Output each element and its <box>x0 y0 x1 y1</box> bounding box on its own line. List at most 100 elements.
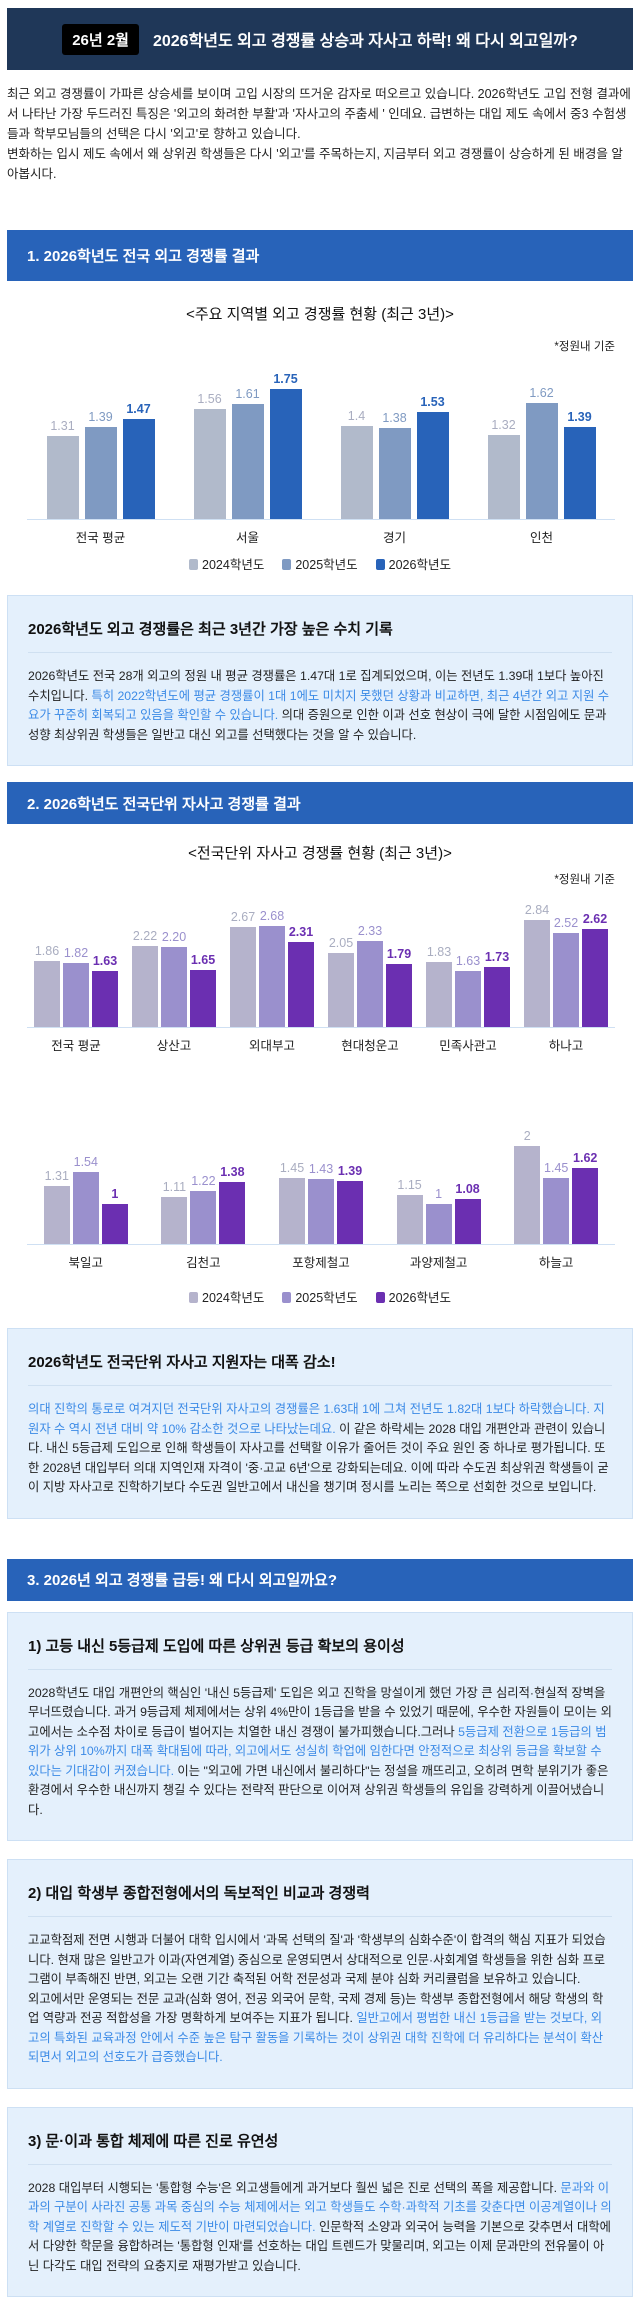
box-title: 2) 대입 학생부 종합전형에서의 독보적인 비교과 경쟁력 <box>28 1860 612 1917</box>
legend-swatch <box>189 559 199 570</box>
bar <box>46 435 79 519</box>
bar <box>259 926 285 1027</box>
chart-title: <주요 지역별 외고 경쟁률 현황 (최근 3년)> <box>186 306 454 323</box>
chart-legend: 2024학년도 2025학년도 2026학년도 <box>0 554 640 573</box>
value-label: 1.39 <box>567 410 592 425</box>
value-label: 1.65 <box>190 952 216 967</box>
bar <box>455 970 481 1027</box>
chart-foreign-school: 1.31 1.39 1.47 전국 평균 1.56 1.61 1.75 서울 1.4 1.38 1.… <box>27 354 615 554</box>
value-label: 1.45 <box>544 1160 569 1175</box>
bar <box>122 418 155 519</box>
value-label: 1.63 <box>455 953 481 968</box>
value-label: 2.67 <box>230 909 256 924</box>
value-label: 2.05 <box>328 935 354 950</box>
value-label: 2.33 <box>357 924 383 939</box>
value-label: 2.84 <box>524 902 550 917</box>
chart-note: *정원내 기준 <box>554 874 615 886</box>
bar <box>553 933 579 1027</box>
reason-box: 1) 고등 내신 5등급제 도입에 따른 상위권 등급 확보의 용이성 2028… <box>7 1611 633 1841</box>
value-label: 2.31 <box>288 924 314 939</box>
bar <box>231 404 264 519</box>
body-text: 2028 대입부터 시행되는 '통합형 수능'은 외고생들에게 과거보다 훨씬 … <box>28 2180 561 2195</box>
value-label: 2.68 <box>259 909 285 924</box>
category-label: 하나고 <box>548 1039 584 1053</box>
bar <box>340 426 373 519</box>
value-label: 1 <box>435 1186 443 1201</box>
page-title: 2026학년도 외고 경쟁률 상승과 자사고 하락! 왜 다시 외고일까? <box>152 33 578 50</box>
value-label: 2.52 <box>553 916 579 931</box>
legend-swatch <box>375 559 385 570</box>
bar <box>386 963 412 1027</box>
box-text: 2028학년도 대입 개편안의 핵심인 '내신 5등급제' 도입은 외고 진학을… <box>28 1670 612 1841</box>
legend-swatch <box>375 1292 385 1303</box>
legend-swatch <box>282 1292 292 1303</box>
highlighted-text: 일반고에서 평범한 내신 1등급을 받는 것보다, 외고의 특화된 교육과정 안… <box>28 2011 604 2064</box>
bar <box>514 1145 541 1244</box>
value-label: 2.62 <box>582 911 608 926</box>
bar <box>101 1203 128 1244</box>
category-label: 전국 평균 <box>51 1039 101 1053</box>
category-label: 민족사관고 <box>439 1039 497 1053</box>
value-label: 2 <box>523 1128 531 1143</box>
body-text: 2028학년도 대입 개편안의 핵심인 '내신 5등급제' 도입은 외고 진학을… <box>28 1685 612 1739</box>
bar <box>132 945 158 1027</box>
box-text: 2026학년도 전국 28개 외고의 정원 내 평균 경쟁률은 1.47대 1로… <box>28 653 612 765</box>
date-badge: 26년 2월 <box>62 23 139 55</box>
body-text: 의대 증원으로 인한 이과 선호 현상이 극에 달한 시점임에도 문과 성향 최… <box>28 708 607 742</box>
bar <box>308 1178 334 1244</box>
section-heading: 2. 2026학년도 전국단위 자사고 경쟁률 결과 <box>7 782 633 824</box>
value-label: 1.54 <box>73 1155 98 1170</box>
bar <box>190 1190 217 1244</box>
box-title: 1) 고등 내신 5등급제 도입에 따른 상위권 등급 확보의 용이성 <box>28 1613 612 1670</box>
category-label: 전국 평균 <box>75 531 126 545</box>
chart-note: *정원내 기준 <box>554 341 615 353</box>
legend-item: 2025학년도 <box>282 1287 358 1306</box>
bar <box>63 962 89 1027</box>
value-label: 1.47 <box>126 401 151 416</box>
value-label: 1.31 <box>50 418 75 433</box>
value-label: 1 <box>111 1186 119 1201</box>
chart-title: <전국단위 자사고 경쟁률 현황 (최근 3년)> <box>188 845 452 862</box>
body-text: 고교학점제 전면 시행과 더불어 대학 입시에서 '과목 선택의 질'과 '학생… <box>28 1933 606 2025</box>
reason-box: 2) 대입 학생부 종합전형에서의 독보적인 비교과 경쟁력 고교학점제 전면 … <box>7 1859 633 2089</box>
bar <box>161 1197 188 1244</box>
box-title: 2026학년도 외고 경쟁률은 최근 3년간 가장 높은 수치 기록 <box>28 596 612 653</box>
value-label: 1.43 <box>308 1161 334 1176</box>
category-label: 김천고 <box>186 1256 221 1270</box>
body-text: 이 같은 하락세는 2028 대입 개편안과 관련이 있습니다. 내신 5등급제… <box>28 1421 609 1495</box>
bar <box>484 966 510 1027</box>
box-title: 3) 문·이과 통합 체제에 따른 진로 유연성 <box>28 2108 612 2165</box>
bar <box>525 402 558 519</box>
body-text: 이는 "외고에 가면 내신에서 불리하다"는 정설을 깨뜨리고, 오히려 면학 … <box>28 1763 609 1817</box>
highlighted-text: 5등급제 전환으로 1등급의 범위가 상위 10%까지 대폭 확대됨에 따라, … <box>28 1724 607 1778</box>
value-label: 2.20 <box>161 929 187 944</box>
box-text: 2028 대입부터 시행되는 '통합형 수능'은 외고생들에게 과거보다 훨씬 … <box>28 2165 612 2297</box>
legend-swatch <box>189 1292 199 1303</box>
value-label: 1.08 <box>455 1182 480 1196</box>
bar <box>563 427 596 519</box>
value-label: 1.38 <box>382 411 407 426</box>
box-text: 의대 진학의 통로로 여겨지던 전국단위 자사고의 경쟁률은 1.63대 1에 … <box>28 1386 612 1518</box>
chart-legend: 2024학년도 2025학년도 2026학년도 <box>0 1287 640 1306</box>
value-label: 1.15 <box>397 1177 422 1192</box>
bar <box>84 427 117 519</box>
value-label: 1.86 <box>34 944 60 958</box>
bar <box>572 1167 599 1244</box>
category-label: 과양제철고 <box>409 1256 468 1270</box>
legend-label: 2026학년도 <box>388 558 451 572</box>
summary-box: 2026학년도 전국단위 자사고 지원자는 대폭 감소! 의대 진학의 통로로 … <box>7 1328 633 1519</box>
bar <box>426 962 452 1027</box>
value-label: 1.4 <box>347 409 366 424</box>
category-label: 외대부고 <box>248 1039 295 1053</box>
category-label: 상산고 <box>156 1039 192 1053</box>
legend-item: 2024학년도 <box>189 554 264 573</box>
bar <box>92 970 118 1027</box>
legend-item: 2026학년도 <box>375 554 451 573</box>
bar <box>269 389 302 519</box>
bar <box>219 1181 246 1244</box>
value-label: 1.22 <box>191 1173 216 1188</box>
x-axis-line <box>27 1027 615 1028</box>
highlighted-text: 의대 진학의 통로로 여겨지던 전국단위 자사고의 경쟁률은 1.63대 1에 … <box>28 1402 605 1436</box>
chart-autonomous-school-row2: 1.31 1.54 1 북일고 1.11 1.22 1.38 김천고 1.45 1.43 1.39 포… <box>27 1057 615 1287</box>
legend-label: 2025학년도 <box>295 558 358 572</box>
